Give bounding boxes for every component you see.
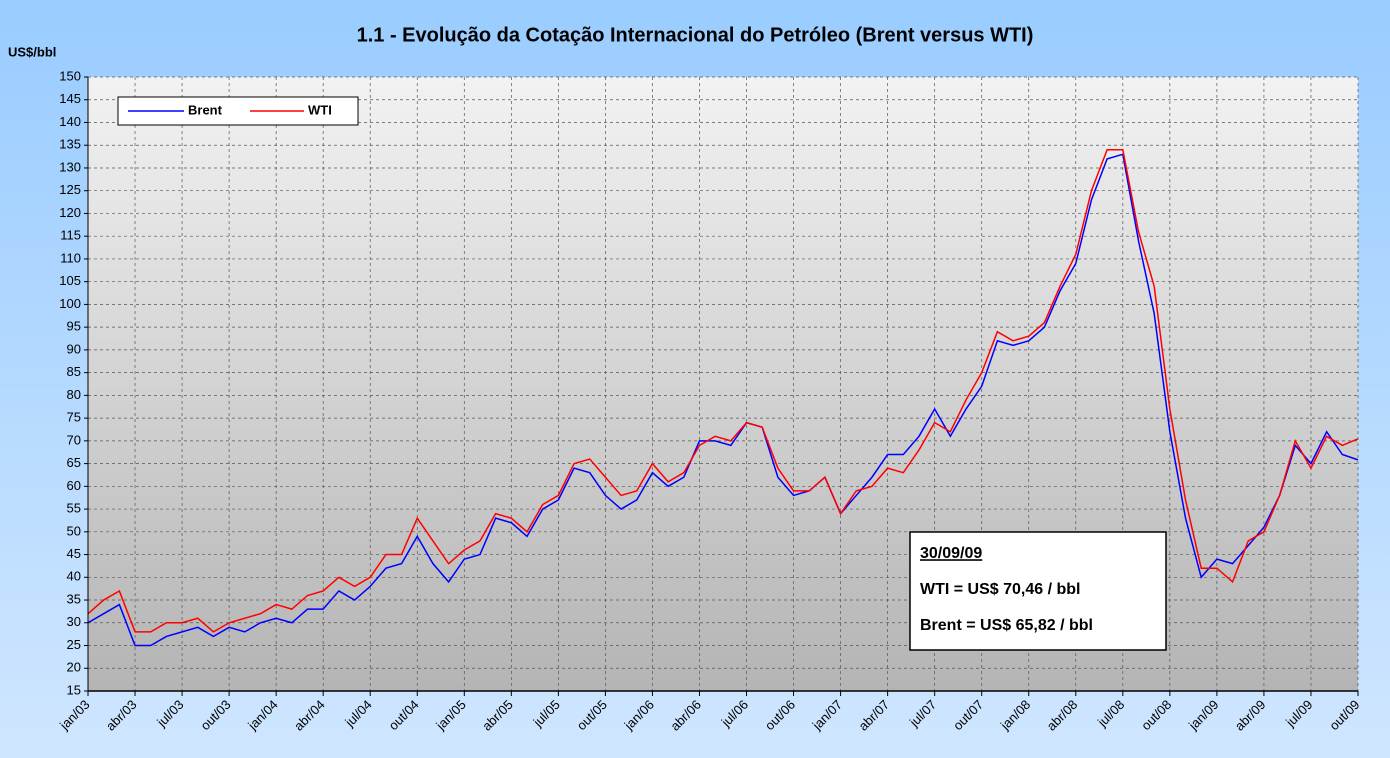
legend-label: WTI — [308, 102, 332, 117]
annotation-box — [909, 531, 1167, 651]
annotation-date: 30/09/09 — [920, 545, 982, 562]
y-tick-label: 40 — [67, 569, 81, 584]
y-tick-label: 90 — [67, 341, 81, 356]
y-tick-label: 35 — [67, 591, 81, 606]
plot-area — [88, 77, 1358, 691]
y-tick-label: 30 — [67, 614, 81, 629]
lines — [87, 149, 1359, 647]
chart-title: 1.1 - Evolução da Cotação Internacional … — [357, 24, 1034, 46]
y-tick-label: 105 — [59, 273, 81, 288]
y-tick-label: 70 — [67, 432, 81, 447]
legend-label: Brent — [188, 102, 223, 117]
annotation-text: WTI = US$ 70,46 / bbl — [920, 581, 1081, 598]
y-tick-label: 75 — [67, 410, 81, 425]
series-line — [87, 153, 1359, 647]
y-tick-label: 100 — [59, 296, 81, 311]
legend: Brent WTI — [117, 96, 359, 126]
y-tick-label: 80 — [67, 387, 81, 402]
y-tick-label: 25 — [67, 637, 81, 652]
y-tick-label: 130 — [59, 159, 81, 174]
y-tick-label: 115 — [60, 228, 81, 243]
y-tick-label: 145 — [59, 91, 81, 106]
y-tick-label: 150 — [59, 68, 81, 83]
y-tick-label: 15 — [67, 682, 81, 697]
y-tick-label: 140 — [59, 114, 81, 129]
y-tick-label: 110 — [60, 250, 81, 265]
y-tick-label: 85 — [67, 364, 81, 379]
y-axis-label: US$/bbl — [8, 44, 56, 59]
y-tick-label: 45 — [67, 546, 81, 561]
y-tick-label: 60 — [67, 478, 81, 493]
y-tick-label: 135 — [59, 137, 81, 152]
annotation-text: Brent = US$ 65,82 / bbl — [920, 617, 1093, 634]
y-tick-label: 50 — [67, 523, 81, 538]
y-tick-label: 20 — [67, 660, 81, 675]
y-tick-label: 95 — [67, 319, 81, 334]
y-tick-label: 125 — [59, 182, 81, 197]
y-tick-label: 65 — [67, 455, 81, 470]
y-tick-label: 55 — [67, 501, 81, 516]
annotation: 30/09/09 WTI = US$ 70,46 / bbl Brent = U… — [909, 531, 1167, 651]
series-line — [87, 149, 1359, 633]
y-tick-label: 120 — [59, 205, 81, 220]
